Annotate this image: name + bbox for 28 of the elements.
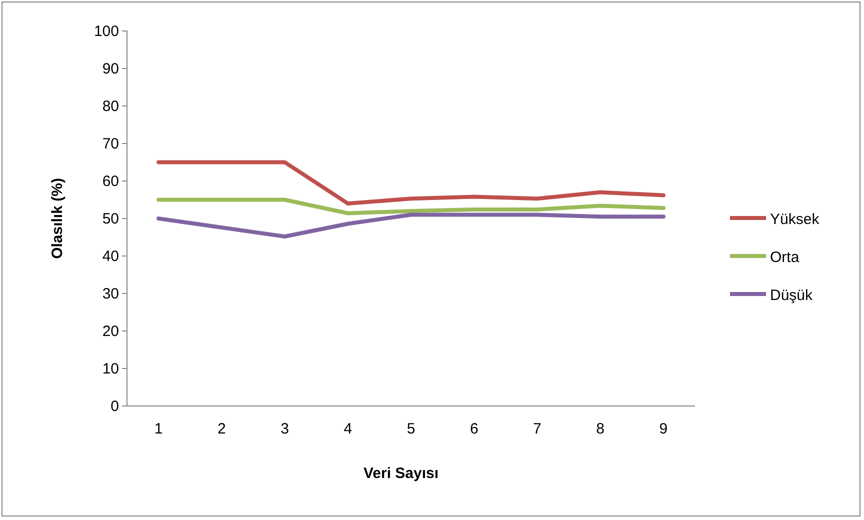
x-tick-label: 3 xyxy=(280,420,289,438)
line-series xyxy=(156,160,666,206)
legend-label: Düşük xyxy=(770,287,814,304)
y-tick-label: 20 xyxy=(102,322,119,340)
line-series xyxy=(156,198,666,216)
y-tick-label: 40 xyxy=(102,248,119,265)
y-axis-title: Olasılık (%) xyxy=(49,178,66,259)
x-tick-label: 6 xyxy=(470,420,478,438)
x-tick-label: 9 xyxy=(659,420,668,438)
x-tick-label: 1 xyxy=(154,420,163,438)
y-tick-label: 0 xyxy=(110,398,119,415)
y-tick-label: 70 xyxy=(102,135,119,152)
x-axis-title: Veri Sayısı xyxy=(363,465,439,482)
line-series xyxy=(156,212,666,238)
x-tick-label: 7 xyxy=(533,420,542,438)
y-tick-label: 60 xyxy=(102,172,119,190)
x-tick-label: 4 xyxy=(344,420,352,438)
y-tick-label: 100 xyxy=(94,22,119,40)
y-tick-label: 30 xyxy=(102,285,119,302)
legend-label: Orta xyxy=(770,249,800,266)
x-tick-label: 5 xyxy=(406,420,416,438)
y-tick-label: 80 xyxy=(102,98,119,115)
legend-label: Yüksek xyxy=(770,211,820,228)
x-tick-label: 2 xyxy=(217,420,226,438)
y-tick-label: 50 xyxy=(102,210,119,228)
y-tick-label: 90 xyxy=(102,60,119,78)
y-tick-label: 10 xyxy=(102,360,119,378)
x-tick-label: 8 xyxy=(596,420,605,438)
